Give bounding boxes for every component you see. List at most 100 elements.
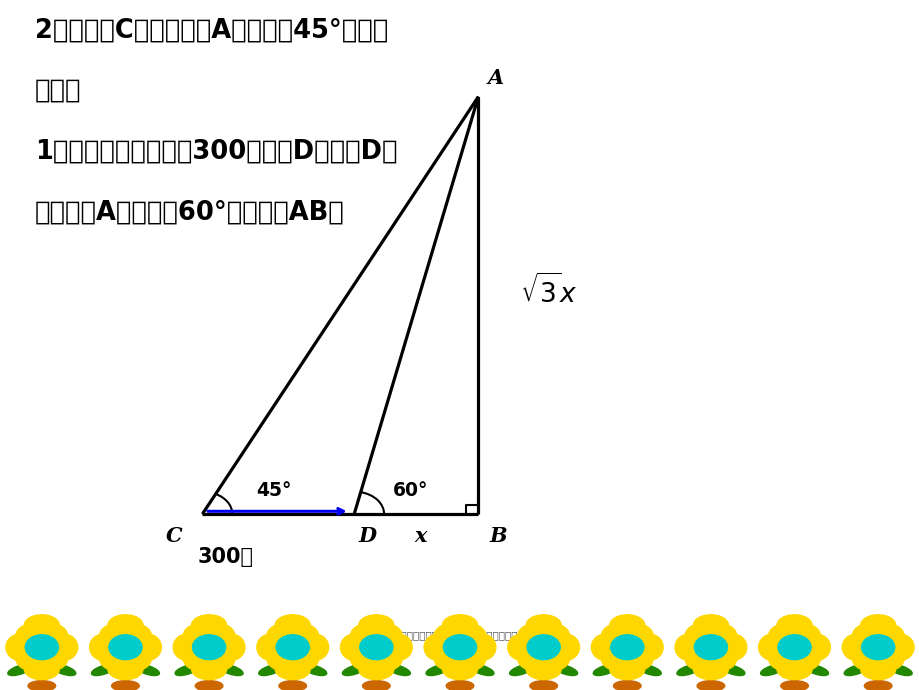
Ellipse shape (50, 634, 77, 660)
Ellipse shape (802, 634, 830, 660)
Ellipse shape (52, 664, 75, 676)
Ellipse shape (350, 624, 376, 643)
Ellipse shape (470, 664, 494, 676)
Ellipse shape (760, 664, 784, 676)
Ellipse shape (278, 680, 306, 690)
Ellipse shape (217, 634, 244, 660)
Ellipse shape (376, 624, 402, 643)
Circle shape (861, 635, 894, 660)
Ellipse shape (8, 664, 31, 676)
Ellipse shape (768, 624, 793, 643)
Text: D: D (358, 526, 377, 546)
Ellipse shape (526, 659, 561, 680)
Ellipse shape (24, 659, 59, 680)
Ellipse shape (710, 651, 736, 671)
Ellipse shape (362, 680, 390, 690)
Ellipse shape (601, 651, 626, 671)
Ellipse shape (28, 680, 55, 690)
Ellipse shape (173, 634, 200, 660)
Circle shape (610, 635, 643, 660)
Ellipse shape (293, 651, 318, 671)
Ellipse shape (17, 624, 41, 643)
Ellipse shape (6, 634, 33, 660)
Ellipse shape (886, 634, 913, 660)
Text: 1）沿着水平地面向前300米到达D点，在D点: 1）沿着水平地面向前300米到达D点，在D点 (35, 139, 397, 165)
Ellipse shape (183, 624, 209, 643)
Ellipse shape (301, 634, 328, 660)
Ellipse shape (637, 664, 661, 676)
Ellipse shape (888, 664, 911, 676)
Ellipse shape (342, 664, 366, 676)
Ellipse shape (685, 624, 709, 643)
Ellipse shape (89, 634, 117, 660)
Ellipse shape (794, 624, 820, 643)
Ellipse shape (111, 680, 139, 690)
Ellipse shape (425, 664, 449, 676)
Circle shape (192, 635, 225, 660)
Ellipse shape (42, 624, 67, 643)
Ellipse shape (210, 624, 234, 643)
Circle shape (359, 635, 392, 660)
Text: C: C (165, 526, 182, 546)
Ellipse shape (358, 659, 393, 680)
Ellipse shape (777, 615, 811, 635)
Ellipse shape (613, 680, 641, 690)
Ellipse shape (804, 664, 828, 676)
Ellipse shape (99, 624, 125, 643)
Ellipse shape (350, 651, 376, 671)
Ellipse shape (693, 659, 728, 680)
Ellipse shape (509, 664, 533, 676)
Ellipse shape (860, 615, 895, 635)
Ellipse shape (852, 624, 877, 643)
Ellipse shape (860, 659, 895, 680)
Ellipse shape (424, 634, 451, 660)
Bar (0, 611, 919, 690)
Ellipse shape (91, 664, 115, 676)
Ellipse shape (267, 624, 292, 643)
Ellipse shape (126, 624, 151, 643)
Text: B: B (489, 526, 506, 546)
Ellipse shape (183, 651, 209, 671)
Text: x: x (414, 526, 426, 546)
Ellipse shape (267, 651, 292, 671)
Ellipse shape (384, 634, 412, 660)
Ellipse shape (543, 624, 569, 643)
Ellipse shape (507, 634, 535, 660)
Circle shape (777, 635, 811, 660)
Ellipse shape (135, 664, 159, 676)
Ellipse shape (460, 624, 485, 643)
Ellipse shape (434, 624, 460, 643)
Ellipse shape (256, 634, 284, 660)
Ellipse shape (780, 680, 808, 690)
Ellipse shape (543, 651, 569, 671)
Ellipse shape (720, 664, 744, 676)
Ellipse shape (710, 624, 736, 643)
Ellipse shape (133, 634, 161, 660)
Ellipse shape (275, 659, 310, 680)
Ellipse shape (627, 651, 652, 671)
Circle shape (25, 635, 58, 660)
Ellipse shape (591, 634, 618, 660)
Ellipse shape (99, 651, 125, 671)
Ellipse shape (210, 651, 234, 671)
Ellipse shape (601, 624, 626, 643)
Ellipse shape (468, 634, 495, 660)
Ellipse shape (697, 680, 724, 690)
Ellipse shape (293, 624, 318, 643)
Text: 60°: 60° (392, 481, 427, 500)
Ellipse shape (794, 651, 820, 671)
Text: 300米: 300米 (198, 547, 254, 567)
Text: 2、在山脚C处测得山顶A的仰角为45°。问题: 2、在山脚C处测得山顶A的仰角为45°。问题 (35, 17, 388, 43)
Text: 45°: 45° (255, 481, 290, 500)
Ellipse shape (191, 615, 226, 635)
Ellipse shape (676, 664, 700, 676)
Ellipse shape (376, 651, 402, 671)
Ellipse shape (777, 659, 811, 680)
Ellipse shape (864, 680, 891, 690)
Ellipse shape (340, 634, 368, 660)
Text: 【最新】九年级数学28.2解直角三角形课件第三
节课件人教版 课件: 【最新】九年级数学28.2解直角三角形课件第三 节课件人教版 课件 (389, 630, 530, 653)
Ellipse shape (460, 651, 485, 671)
Ellipse shape (852, 651, 877, 671)
Ellipse shape (842, 634, 869, 660)
Ellipse shape (878, 651, 902, 671)
